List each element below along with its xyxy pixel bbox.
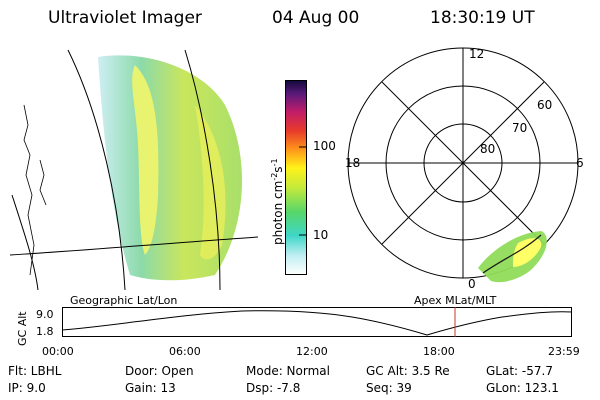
info-glat: GLat: -57.7 [486, 364, 553, 378]
polar-spoke [381, 81, 545, 245]
altitude-ymax-label: 9.0 [36, 308, 54, 321]
info-dsp: Dsp: -7.8 [246, 381, 301, 395]
colorbar-unit-label: photon cm-2s-1 [270, 158, 285, 245]
instrument-title: Ultraviolet Imager [48, 8, 202, 28]
latitude-grid-line [10, 236, 259, 256]
colorbar [285, 80, 307, 275]
mlt-label-0: 0 [468, 277, 476, 290]
mlt-label-6: 6 [576, 156, 584, 170]
info-mode: Mode: Normal [246, 364, 330, 378]
longitude-grid-line [11, 194, 39, 290]
longitude-grid-line [67, 49, 126, 290]
altitude-xtick: 23:59 [548, 345, 580, 358]
altitude-ymin-label: 1.8 [36, 325, 54, 338]
polar-plot: 12 18 6 0 60 70 80 [345, 47, 584, 290]
altitude-curve [62, 310, 573, 336]
altitude-xtick: 00:00 [42, 345, 74, 358]
info-filter: Flt: LBHL [8, 364, 62, 378]
altitude-plot [62, 307, 573, 337]
geographic-caption: Geographic Lat/Lon [70, 294, 178, 307]
altitude-ylabel: GC Alt [16, 311, 29, 346]
info-ip: IP: 9.0 [8, 381, 46, 395]
mlt-label-18: 18 [345, 156, 360, 170]
altitude-xtick: 18:00 [423, 345, 455, 358]
info-door: Door: Open [125, 364, 194, 378]
info-glon: GLon: 123.1 [486, 381, 559, 395]
altitude-xtick: 12:00 [296, 345, 328, 358]
colorbar-tick-label: 10 [313, 228, 329, 242]
time-label: 18:30:19 UT [430, 8, 535, 28]
geographic-image-panel [10, 49, 259, 290]
info-gc-alt: GC Alt: 3.5 Re [366, 364, 450, 378]
aurora-bright-band [132, 65, 159, 255]
apex-caption: Apex MLat/MLT [414, 294, 497, 307]
info-seq: Seq: 39 [366, 381, 412, 395]
polar-aurora-bright [513, 238, 542, 267]
altitude-xtick: 06:00 [169, 345, 201, 358]
mlt-label-12: 12 [469, 47, 484, 61]
coastline-line [39, 159, 47, 206]
polar-aurora-edge [482, 234, 542, 274]
lat-label-80: 80 [480, 142, 495, 156]
lat-label-70: 70 [512, 121, 527, 135]
colorbar-tick-label: 100 [313, 139, 336, 153]
longitude-grid-line [184, 49, 221, 290]
info-gain: Gain: 13 [125, 381, 176, 395]
coastline-line [23, 104, 35, 276]
lat-label-60: 60 [537, 98, 552, 112]
date-label: 04 Aug 00 [272, 8, 360, 28]
aurora-bright-band [195, 105, 226, 260]
